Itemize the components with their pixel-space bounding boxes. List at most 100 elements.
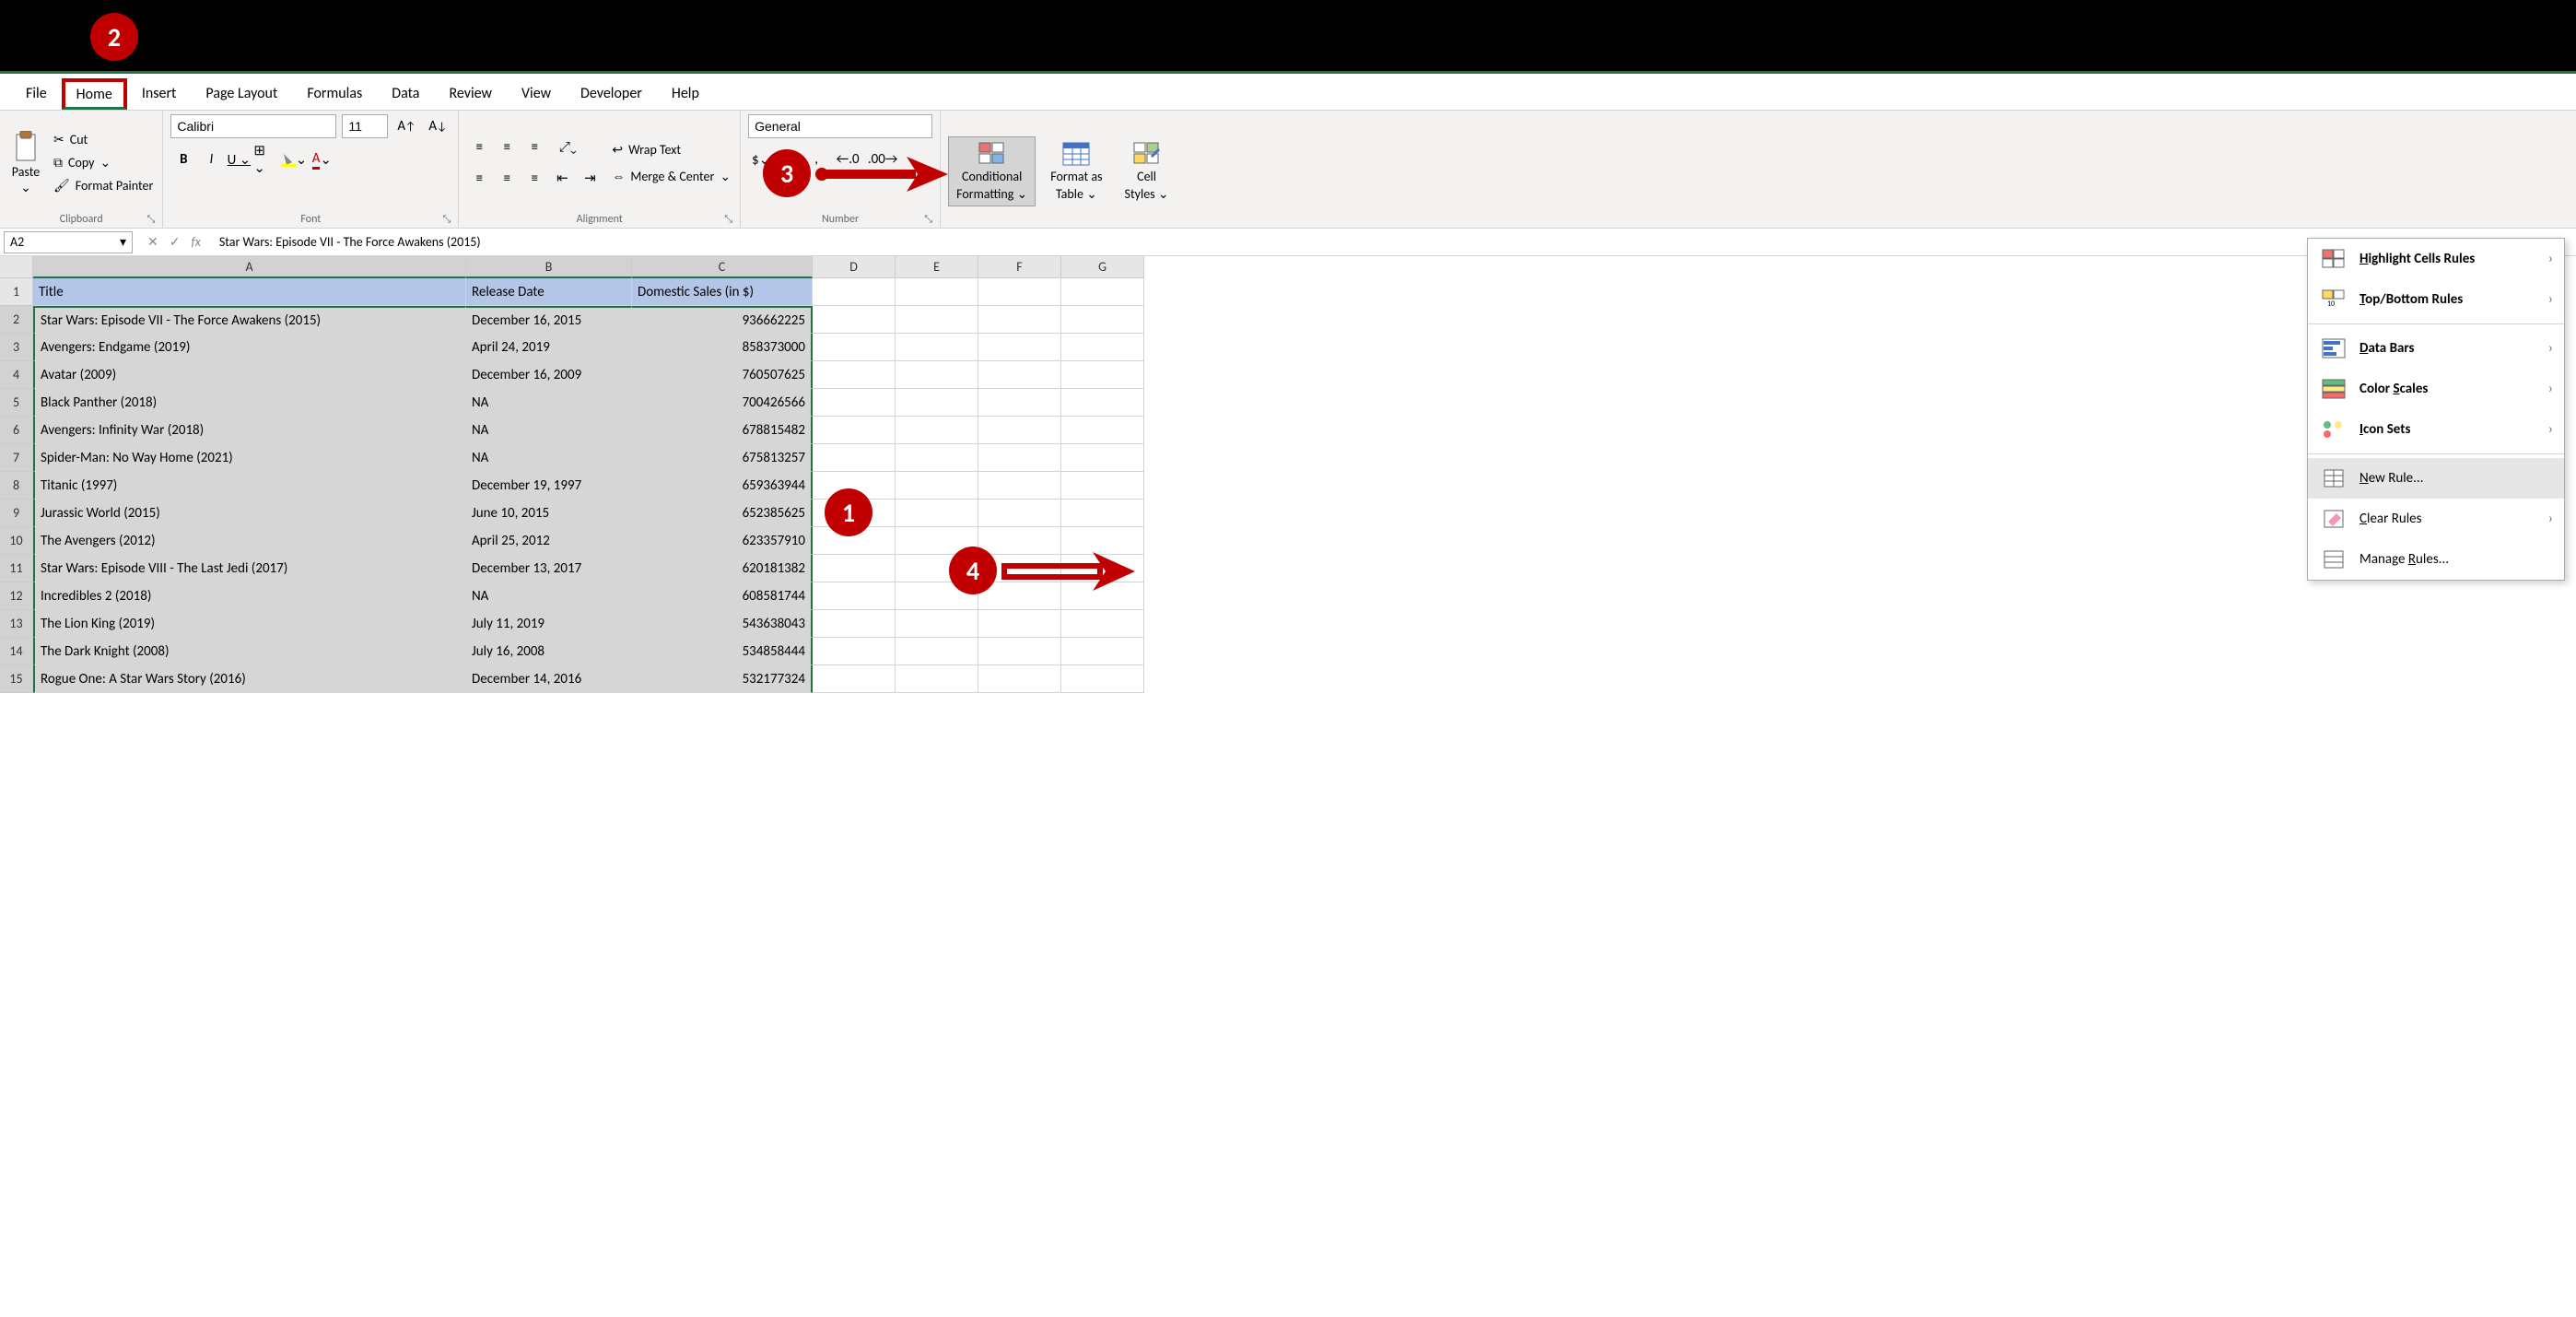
cell[interactable]: NA <box>466 444 632 472</box>
cell[interactable] <box>896 389 978 417</box>
cell[interactable] <box>896 665 978 693</box>
format-painter-button[interactable]: 🖌Format Painter <box>52 176 155 195</box>
cell[interactable] <box>978 334 1061 361</box>
cell[interactable]: July 11, 2019 <box>466 610 632 638</box>
cell[interactable] <box>1061 278 1144 306</box>
dd-data-bars[interactable]: Data Bars › <box>2308 328 2564 369</box>
cell[interactable] <box>1061 361 1144 389</box>
dialog-launcher-icon[interactable]: ⤡ <box>147 213 156 226</box>
cut-button[interactable]: ✂Cut <box>52 130 155 149</box>
cell[interactable] <box>813 278 896 306</box>
font-name-select[interactable] <box>170 114 336 138</box>
dd-manage-rules[interactable]: Manage Rules... <box>2308 539 2564 580</box>
format-as-table-button[interactable]: Format as Table ⌄ <box>1043 137 1109 206</box>
col-header-C[interactable]: C <box>632 256 813 278</box>
tab-formulas[interactable]: Formulas <box>292 77 377 110</box>
row-header[interactable]: 11 <box>0 555 33 582</box>
row-header[interactable]: 3 <box>0 334 33 361</box>
cell[interactable]: NA <box>466 582 632 610</box>
dd-new-rule[interactable]: New Rule... <box>2308 458 2564 499</box>
align-left-button[interactable]: ≡ <box>466 167 492 191</box>
cell[interactable] <box>978 389 1061 417</box>
row-header[interactable]: 10 <box>0 527 33 555</box>
cell[interactable] <box>813 361 896 389</box>
fx-icon[interactable]: fx <box>191 234 200 250</box>
decrease-font-button[interactable]: A↓ <box>425 114 451 138</box>
cell[interactable] <box>1061 610 1144 638</box>
cell[interactable] <box>896 444 978 472</box>
dd-color-scales[interactable]: Color Scales › <box>2308 369 2564 409</box>
cell[interactable]: 678815482 <box>632 417 813 444</box>
cell[interactable]: 532177324 <box>632 665 813 693</box>
cell[interactable]: 700426566 <box>632 389 813 417</box>
font-size-select[interactable] <box>342 114 388 138</box>
cell[interactable]: June 10, 2015 <box>466 500 632 527</box>
cell[interactable]: NA <box>466 389 632 417</box>
cell[interactable] <box>813 610 896 638</box>
align-bottom-button[interactable]: ≡ <box>521 135 547 159</box>
cell[interactable] <box>978 278 1061 306</box>
cell[interactable] <box>1061 334 1144 361</box>
row-header[interactable]: 8 <box>0 472 33 500</box>
cell[interactable] <box>978 306 1061 334</box>
cell[interactable] <box>813 306 896 334</box>
tab-page-layout[interactable]: Page Layout <box>191 77 292 110</box>
tab-developer[interactable]: Developer <box>566 77 657 110</box>
cell[interactable] <box>813 417 896 444</box>
cell[interactable]: Spider-Man: No Way Home (2021) <box>33 444 466 472</box>
row-header[interactable]: 4 <box>0 361 33 389</box>
cancel-formula-button[interactable]: ✕ <box>147 234 158 250</box>
cell[interactable] <box>813 638 896 665</box>
tab-review[interactable]: Review <box>434 77 507 110</box>
cell[interactable] <box>1061 417 1144 444</box>
cell[interactable]: April 25, 2012 <box>466 527 632 555</box>
col-header-A[interactable]: A <box>33 256 466 278</box>
borders-button[interactable]: ⊞ ⌄ <box>253 147 279 171</box>
cell[interactable] <box>978 638 1061 665</box>
cell[interactable] <box>813 582 896 610</box>
cell[interactable] <box>896 610 978 638</box>
cell[interactable]: 652385625 <box>632 500 813 527</box>
cell[interactable] <box>978 665 1061 693</box>
enter-formula-button[interactable]: ✓ <box>170 234 181 250</box>
increase-indent-button[interactable]: ⇥ <box>577 167 603 191</box>
cell[interactable]: December 13, 2017 <box>466 555 632 582</box>
dd-top-bottom-rules[interactable]: 10 Top/Bottom Rules › <box>2308 279 2564 320</box>
cell[interactable] <box>896 361 978 389</box>
cell[interactable]: Avengers: Endgame (2019) <box>33 334 466 361</box>
cell[interactable]: Release Date <box>466 278 632 306</box>
cell[interactable] <box>1061 306 1144 334</box>
cell[interactable]: December 16, 2015 <box>466 306 632 334</box>
dialog-launcher-icon[interactable]: ⤡ <box>924 213 932 226</box>
cell[interactable]: Black Panther (2018) <box>33 389 466 417</box>
cell[interactable] <box>1061 444 1144 472</box>
cell[interactable]: 936662225 <box>632 306 813 334</box>
cell[interactable] <box>978 472 1061 500</box>
cell[interactable]: NA <box>466 417 632 444</box>
cell[interactable]: Star Wars: Episode VII - The Force Awake… <box>33 306 466 334</box>
cell[interactable]: 659363944 <box>632 472 813 500</box>
row-header[interactable]: 6 <box>0 417 33 444</box>
cell[interactable] <box>896 278 978 306</box>
paste-button[interactable]: Paste ⌄ <box>7 127 44 199</box>
orientation-button[interactable]: ⤢⌄ <box>549 135 586 159</box>
cell[interactable] <box>813 555 896 582</box>
cell[interactable]: December 19, 1997 <box>466 472 632 500</box>
dd-highlight-cells-rules[interactable]: Highlight Cells Rules › <box>2308 239 2564 279</box>
cell[interactable] <box>1061 389 1144 417</box>
cell[interactable]: Star Wars: Episode VIII - The Last Jedi … <box>33 555 466 582</box>
col-header-G[interactable]: G <box>1061 256 1144 278</box>
cell[interactable]: Title <box>33 278 466 306</box>
row-header[interactable]: 5 <box>0 389 33 417</box>
cell[interactable] <box>1061 500 1144 527</box>
increase-font-button[interactable]: A↑ <box>393 114 419 138</box>
cell[interactable]: The Avengers (2012) <box>33 527 466 555</box>
cell[interactable]: 620181382 <box>632 555 813 582</box>
cell[interactable]: Rogue One: A Star Wars Story (2016) <box>33 665 466 693</box>
row-header[interactable]: 2 <box>0 306 33 334</box>
row-header[interactable]: 9 <box>0 500 33 527</box>
cell[interactable] <box>978 500 1061 527</box>
underline-button[interactable]: U ⌄ <box>226 147 252 171</box>
row-header[interactable]: 14 <box>0 638 33 665</box>
italic-button[interactable]: I <box>198 147 224 171</box>
